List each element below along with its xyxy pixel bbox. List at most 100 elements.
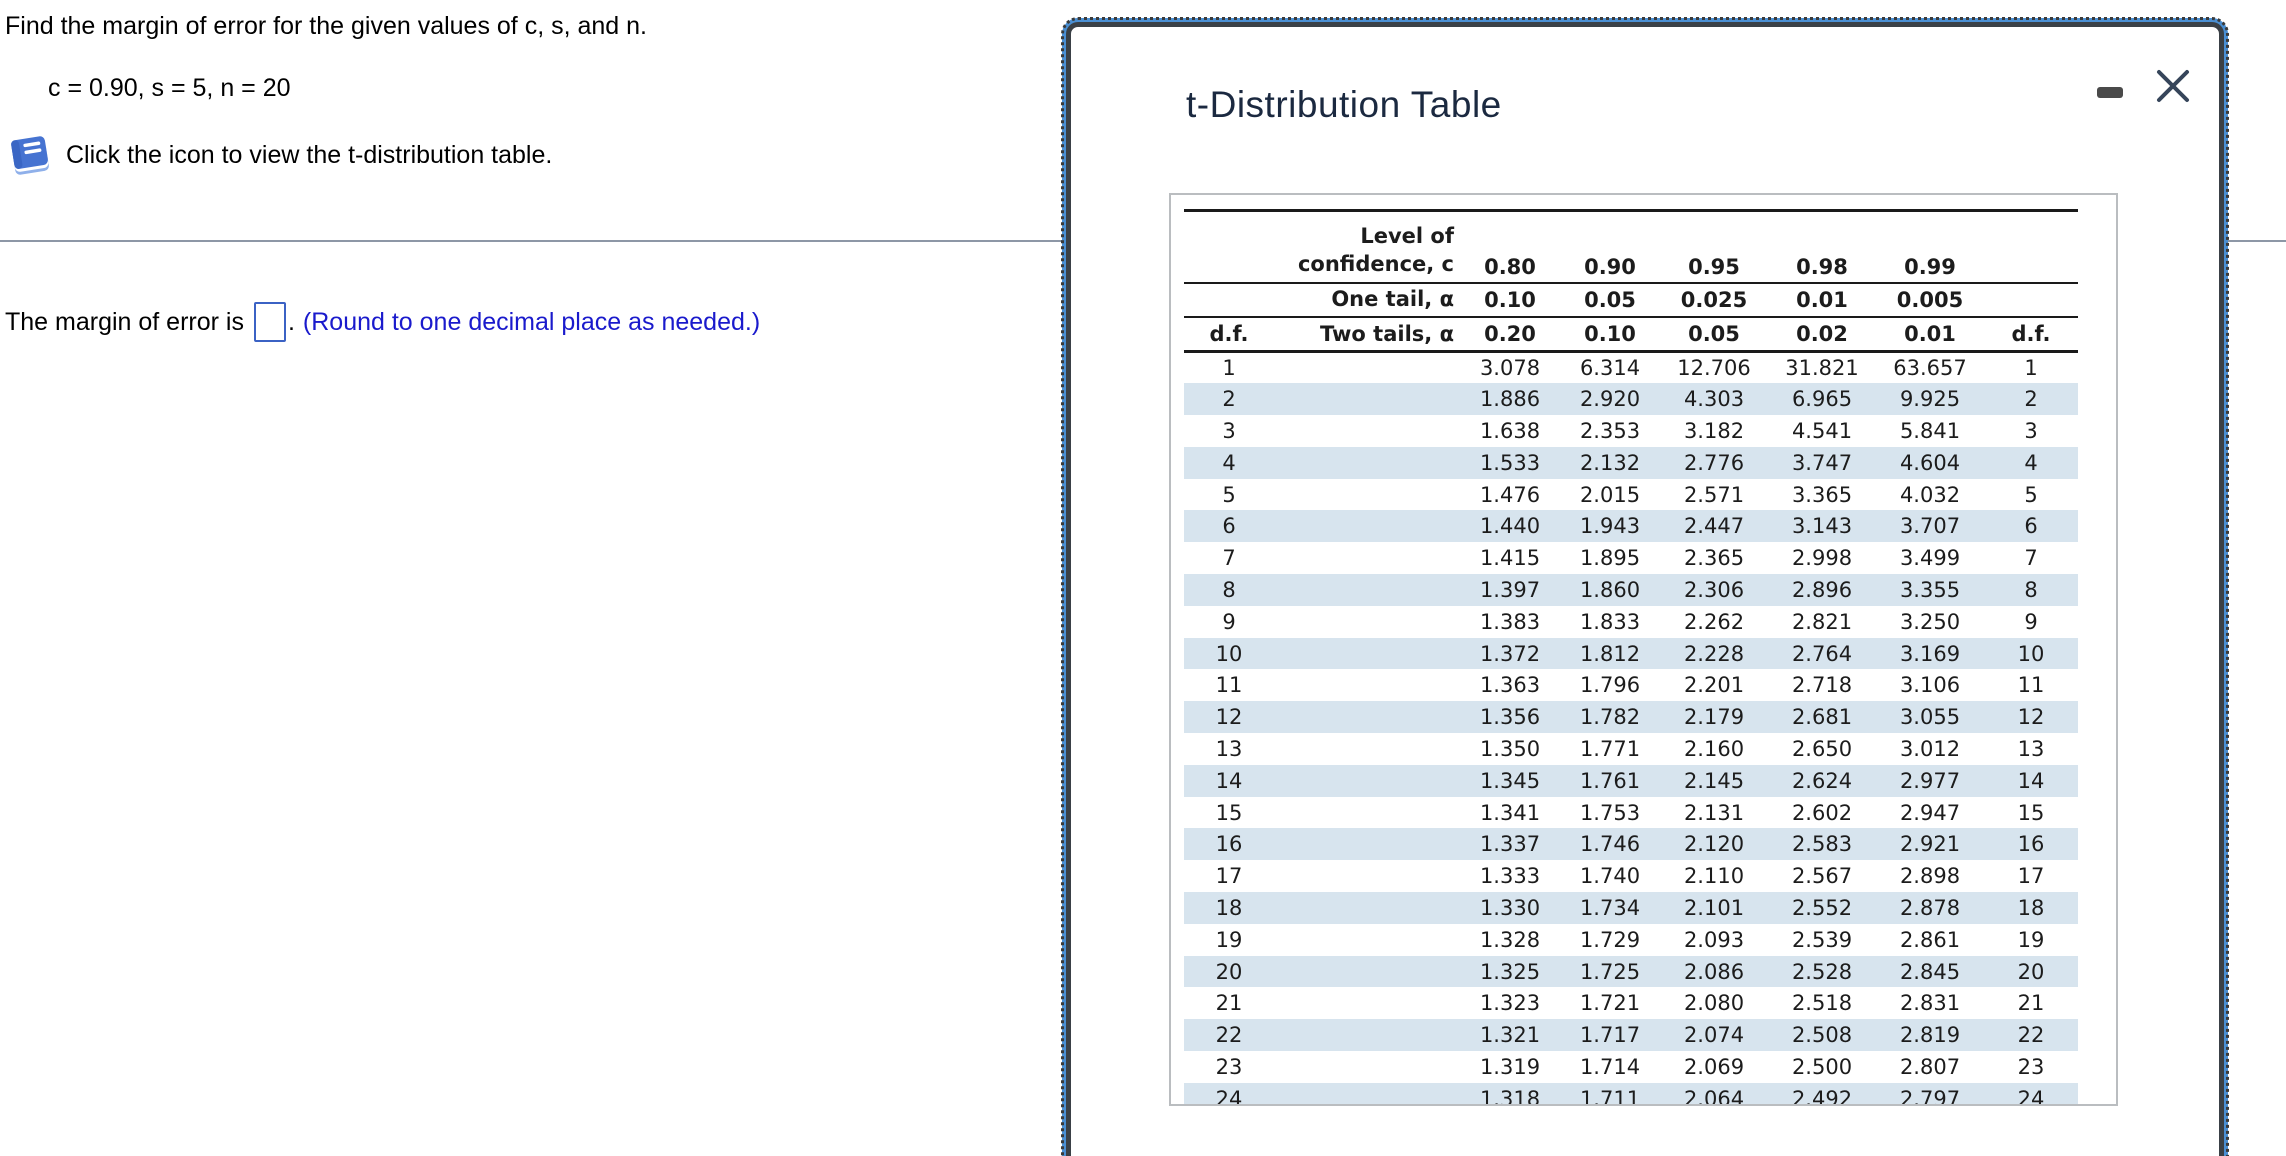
value-cell: 1.796: [1579, 673, 1641, 698]
df-cell: 15: [1215, 800, 1243, 825]
value-cell: 2.145: [1683, 768, 1745, 793]
value-cell: 1.363: [1479, 673, 1541, 698]
value-cell: 1.771: [1579, 736, 1641, 761]
df-cell: 5: [2024, 482, 2038, 507]
value-cell: 1.734: [1579, 895, 1641, 920]
value-cell: 1.886: [1479, 387, 1541, 412]
value-cell: 1.717: [1579, 1023, 1641, 1048]
value-cell: 2.920: [1579, 387, 1641, 412]
spacer-cell: [1274, 638, 1460, 670]
value-cell: 1.337: [1479, 832, 1541, 857]
table-row: 10 1.372 1.812 2.228 2.764 3.169 10: [1184, 637, 2078, 670]
t-table-book-icon[interactable]: [8, 131, 52, 179]
df-cell: 8: [1222, 577, 1236, 602]
value-cell: 1.319: [1479, 1054, 1541, 1079]
header-value: 0.01: [1768, 282, 1876, 318]
header-value: 0.98: [1768, 209, 1876, 284]
answer-row: The margin of error is . (Round to one d…: [5, 300, 760, 344]
spacer-cell: [1274, 1083, 1460, 1104]
close-icon[interactable]: [2156, 69, 2190, 103]
given-values: c = 0.90, s = 5, n = 20: [48, 74, 291, 102]
value-cell: 2.977: [1899, 768, 1961, 793]
header-value: 0.05: [1660, 316, 1768, 353]
minimize-icon[interactable]: [2097, 87, 2123, 98]
value-cell: 2.797: [1899, 1086, 1961, 1106]
value-cell: 4.541: [1791, 418, 1853, 443]
df-cell: 4: [1222, 450, 1236, 475]
value-cell: 2.583: [1791, 832, 1853, 857]
header-value: 0.10: [1460, 282, 1560, 318]
df-cell: 19: [2017, 927, 2045, 952]
df-cell: 17: [2017, 864, 2045, 889]
df-cell: 9: [1222, 609, 1236, 634]
value-cell: 1.860: [1579, 577, 1641, 602]
table-row: 11 1.363 1.796 2.201 2.718 3.106 11: [1184, 669, 2078, 701]
value-cell: 4.303: [1683, 387, 1745, 412]
value-cell: 2.110: [1683, 864, 1745, 889]
df-cell: 18: [1215, 895, 1243, 920]
value-cell: 6.965: [1791, 387, 1853, 412]
df-cell: 22: [1215, 1023, 1243, 1048]
value-cell: 2.896: [1791, 577, 1853, 602]
value-cell: 1.761: [1579, 768, 1641, 793]
value-cell: 3.106: [1899, 673, 1961, 698]
spacer-cell: [1274, 1019, 1460, 1051]
df-cell: 6: [2024, 514, 2038, 539]
value-cell: 2.201: [1683, 673, 1745, 698]
value-cell: 1.330: [1479, 895, 1541, 920]
value-cell: 1.333: [1479, 864, 1541, 889]
value-cell: 2.518: [1791, 991, 1853, 1016]
table-row: 14 1.345 1.761 2.145 2.624 2.977 14: [1184, 764, 2078, 797]
header-value: 0.20: [1460, 316, 1560, 353]
value-cell: 2.179: [1683, 705, 1745, 730]
value-cell: 2.681: [1791, 705, 1853, 730]
df-left-header: d.f.: [1184, 316, 1274, 353]
value-cell: 2.131: [1683, 800, 1745, 825]
table-row: 9 1.383 1.833 2.262 2.821 3.250 9: [1184, 606, 2078, 638]
one-tail-header-row: One tail, α 0.10 0.05 0.025 0.01 0.005: [1184, 282, 2078, 318]
value-cell: 2.878: [1899, 895, 1961, 920]
header-value: 0.80: [1460, 209, 1560, 284]
spacer-cell: [1274, 574, 1460, 606]
modal-body: t-Distribution Table: [1066, 22, 2224, 1156]
header-spacer: [1984, 209, 2078, 284]
value-cell: 2.861: [1899, 927, 1961, 952]
df-cell: 6: [1222, 514, 1236, 539]
value-cell: 1.746: [1579, 832, 1641, 857]
value-cell: 63.657: [1893, 356, 1967, 381]
value-cell: 3.365: [1791, 482, 1853, 507]
value-cell: 1.345: [1479, 768, 1541, 793]
value-cell: 1.372: [1479, 641, 1541, 666]
value-cell: 2.093: [1683, 927, 1745, 952]
confidence-label: Level of confidence, c: [1274, 209, 1460, 284]
spacer-cell: [1274, 956, 1460, 988]
table-row: 3 1.638 2.353 3.182 4.541 5.841 3: [1184, 415, 2078, 447]
header-value: 0.005: [1876, 282, 1984, 318]
spacer-cell: [1274, 352, 1460, 384]
table-row: 5 1.476 2.015 2.571 3.365 4.032 5: [1184, 479, 2078, 511]
value-cell: 3.355: [1899, 577, 1961, 602]
confidence-c-label: confidence, c: [1297, 252, 1454, 277]
df-cell: 21: [1215, 991, 1243, 1016]
value-cell: 3.250: [1899, 609, 1961, 634]
spacer-cell: [1274, 924, 1460, 956]
table-row: 8 1.397 1.860 2.306 2.896 3.355 8: [1184, 574, 2078, 606]
value-cell: 2.086: [1683, 959, 1745, 984]
table-row: 2 1.886 2.920 4.303 6.965 9.925 2: [1184, 383, 2078, 416]
answer-input[interactable]: [253, 302, 286, 342]
df-right-header: d.f.: [1984, 316, 2078, 353]
header-value: 0.90: [1560, 209, 1660, 284]
value-cell: 3.182: [1683, 418, 1745, 443]
value-cell: 31.821: [1785, 356, 1859, 381]
value-cell: 2.539: [1791, 927, 1853, 952]
value-cell: 2.160: [1683, 736, 1745, 761]
value-cell: 2.821: [1791, 609, 1853, 634]
spacer-cell: [1274, 669, 1460, 701]
value-cell: 2.947: [1899, 800, 1961, 825]
df-cell: 9: [2024, 609, 2038, 634]
value-cell: 2.776: [1683, 450, 1745, 475]
df-cell: 2: [1222, 387, 1236, 412]
value-cell: 1.533: [1479, 450, 1541, 475]
value-cell: 2.074: [1683, 1023, 1745, 1048]
header-value: 0.99: [1876, 209, 1984, 284]
